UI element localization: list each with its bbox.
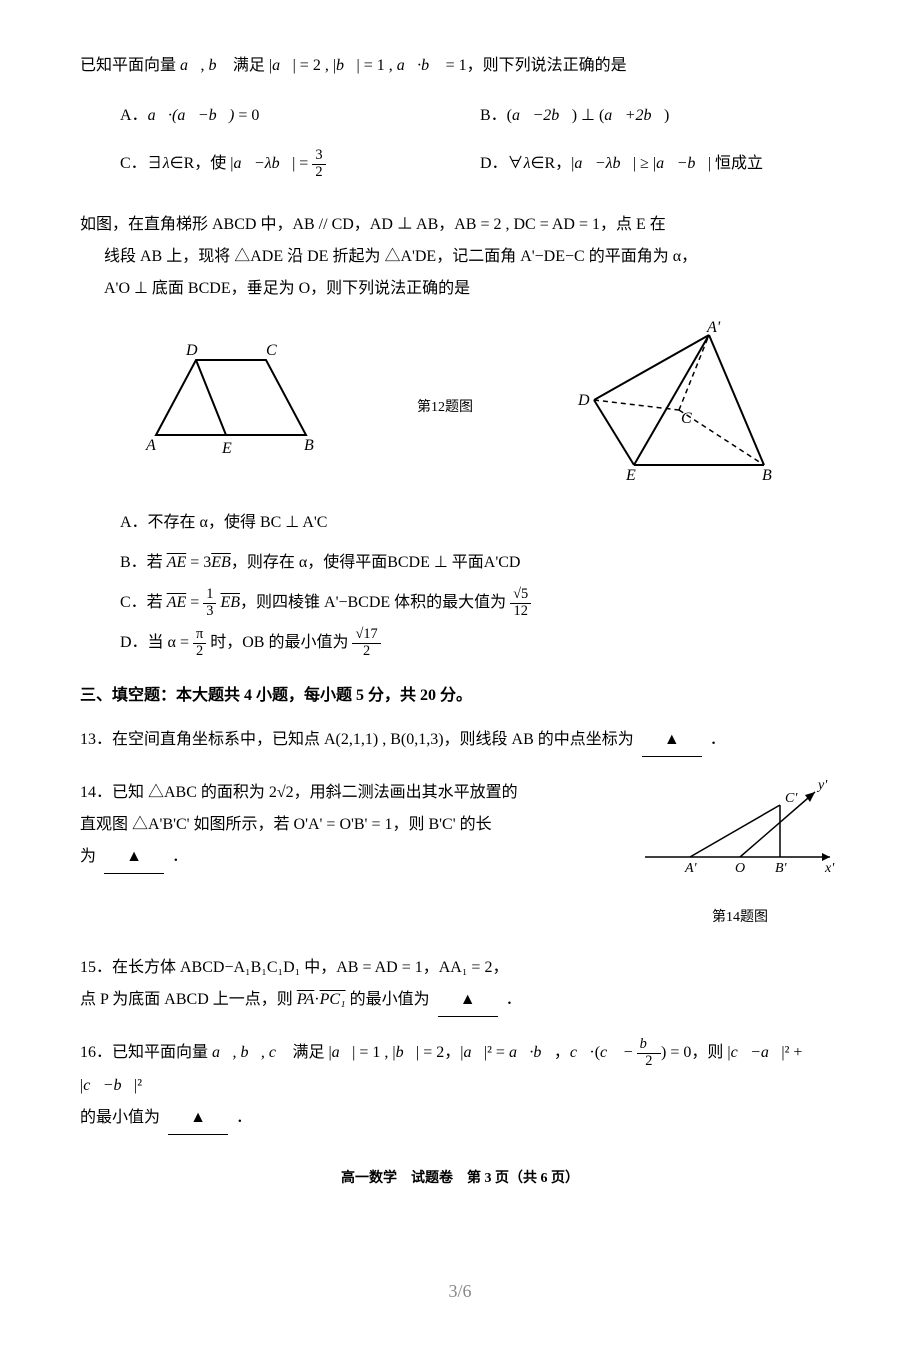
question-14: 14．已知 △ABC 的面积为 2√2，用斜二测法画出其水平放置的 直观图 △A…: [80, 777, 840, 932]
q14-blank: ▲: [104, 841, 164, 874]
question-15: 15．在长方体 ABCD−A₁B₁C₁D₁ 中，AB = AD = 1，AA₁ …: [80, 952, 840, 1017]
q16-blank: ▲: [168, 1102, 228, 1135]
q14-figcap: 第14题图: [640, 904, 840, 932]
q11-opt-b: B．(a⃗−2b⃗) ⊥ (a⃗+2b⃗): [480, 100, 840, 132]
q11-options: A．a⃗·(a⃗−b⃗) = 0 B．(a⃗−2b⃗) ⊥ (a⃗+2b⃗) C…: [80, 92, 840, 189]
question-11: 已知平面向量 a⃗, b⃗ 满足 |a⃗| = 2 , |b⃗| = 1 , a…: [80, 50, 840, 189]
q14-l3: 为 ▲ ．: [80, 841, 640, 874]
q14-l1: 14．已知 △ABC 的面积为 2√2，用斜二测法画出其水平放置的: [80, 777, 640, 809]
q12-figures: A E B D C 第12题图 A' D C E B: [80, 320, 840, 492]
q12-figcap: 第12题图: [417, 394, 473, 422]
question-16: 16．已知平面向量 a⃗, b⃗, c⃗ 满足 |a⃗| = 1 , |b⃗| …: [80, 1037, 840, 1135]
q12-figure-right: A' D C E B: [564, 320, 794, 492]
lbl-A3: A': [684, 861, 698, 876]
q15-l1: 15．在长方体 ABCD−A₁B₁C₁D₁ 中，AB = AD = 1，AA₁ …: [80, 952, 840, 984]
lbl-A: A: [145, 437, 156, 454]
q15-l2: 点 P 为底面 ABCD 上一点，则 PA·PC₁ 的最小值为 ▲ ．: [80, 984, 840, 1017]
q12-l1: 如图，在直角梯形 ABCD 中，AB // CD，AD ⊥ AB，AB = 2 …: [80, 216, 666, 233]
q15-blank: ▲: [438, 984, 498, 1017]
page-footer: 高一数学 试题卷 第 3 页（共 6 页）: [80, 1165, 840, 1193]
lbl-O3: O: [735, 861, 745, 876]
lbl-D: D: [185, 342, 198, 359]
section-3-title: 三、填空题：本大题共 4 小题，每小题 5 分，共 20 分。: [80, 680, 840, 712]
lbl-C3: C': [785, 791, 798, 806]
lbl-B3: B': [775, 861, 788, 876]
lbl-x: x': [824, 861, 835, 876]
question-12: 如图，在直角梯形 ABCD 中，AB // CD，AD ⊥ AB，AB = 2 …: [80, 209, 840, 660]
lbl-A2: A': [706, 320, 721, 336]
q14-figure: A' O B' C' x' y' 第14题图: [640, 777, 840, 932]
lbl-B2: B: [762, 467, 772, 480]
q12-opt-d: D．当 α = π2 时，OB 的最小值为 √172: [120, 627, 840, 660]
q11-stem: 已知平面向量 a⃗, b⃗ 满足 |a⃗| = 2 , |b⃗| = 1 , a…: [80, 50, 840, 82]
q11-opt-d: D．∀λ∈R，|a⃗−λb⃗| ≥ |a⃗−b⃗| 恒成立: [480, 148, 840, 181]
lbl-E: E: [221, 440, 232, 457]
lbl-C2: C: [681, 410, 692, 427]
lbl-C: C: [266, 342, 277, 359]
q14-l2: 直观图 △A'B'C' 如图所示，若 O'A' = O'B' = 1，则 B'C…: [80, 809, 640, 841]
q12-figure-left: A E B D C: [126, 335, 326, 477]
page-number: 3/6: [80, 1273, 840, 1309]
lbl-E2: E: [625, 467, 636, 480]
q12-stem: 如图，在直角梯形 ABCD 中，AB // CD，AD ⊥ AB，AB = 2 …: [80, 209, 840, 305]
q11-opt-a: A．a⃗·(a⃗−b⃗) = 0: [120, 100, 480, 132]
lbl-B: B: [304, 437, 314, 454]
q16-l2: 的最小值为 ▲ ．: [80, 1102, 840, 1135]
q12-opt-c: C．若 AE = 13 EB，则四棱锥 A'−BCDE 体积的最大值为 √512: [120, 587, 840, 620]
q12-l3: A'O ⊥ 底面 BCDE，垂足为 O，则下列说法正确的是: [104, 280, 470, 297]
q12-opt-b: B．若 AE = 3EB，则存在 α，使得平面BCDE ⊥ 平面A'CD: [120, 547, 840, 579]
q13-text: 13．在空间直角坐标系中，已知点 A(2,1,1) , B(0,1,3)，则线段…: [80, 731, 638, 748]
question-13: 13．在空间直角坐标系中，已知点 A(2,1,1) , B(0,1,3)，则线段…: [80, 724, 840, 757]
q12-options: A．不存在 α，使得 BC ⊥ A'C B．若 AE = 3EB，则存在 α，使…: [80, 507, 840, 660]
q12-opt-a: A．不存在 α，使得 BC ⊥ A'C: [120, 507, 840, 539]
q16-l1: 16．已知平面向量 a⃗, b⃗, c⃗ 满足 |a⃗| = 1 , |b⃗| …: [80, 1037, 840, 1102]
q11-opt-c: C．∃λ∈R，使 |a⃗−λb⃗| = 32: [120, 148, 480, 181]
q13-blank: ▲: [642, 724, 702, 757]
lbl-D2: D: [577, 392, 590, 409]
q12-l2: 线段 AB 上，现将 △ADE 沿 DE 折起为 △A'DE，记二面角 A'−D…: [104, 248, 697, 265]
lbl-y: y': [816, 778, 828, 793]
